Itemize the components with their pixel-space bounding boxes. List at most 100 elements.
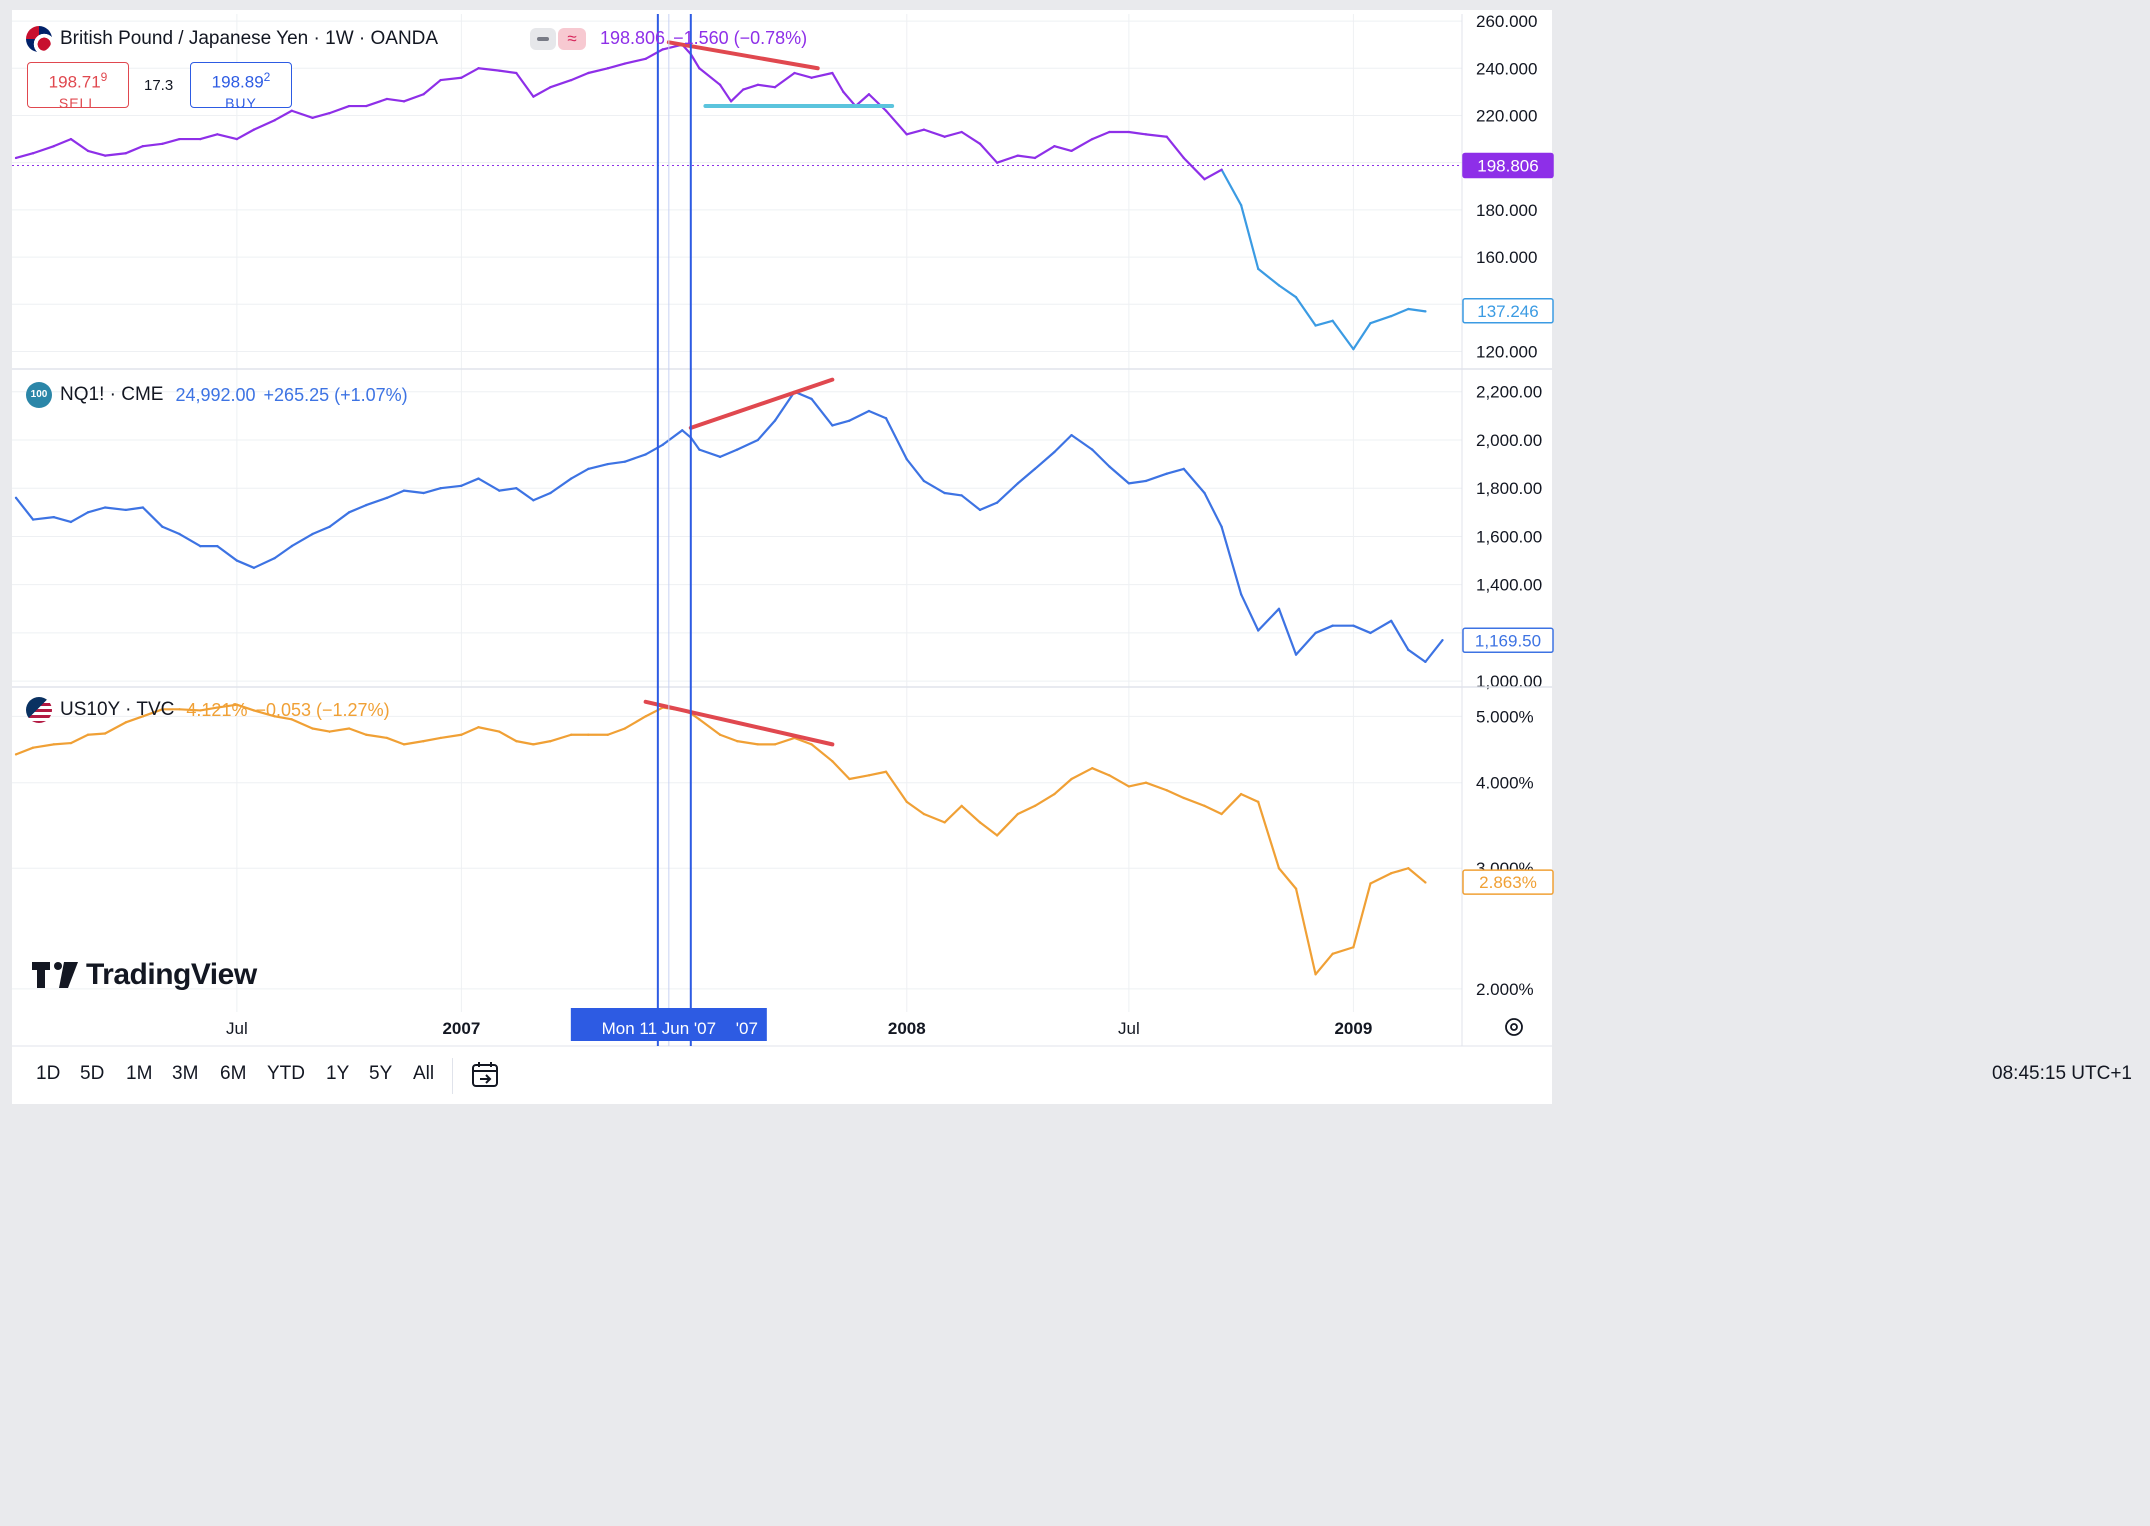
nq-series-segment [515, 487, 535, 502]
nq-series-segment [235, 559, 256, 569]
us10y-series-segment [1407, 867, 1427, 884]
us10y-series-segment [905, 800, 925, 816]
us10y-series-point [1033, 804, 1037, 807]
nq-series-segment [995, 482, 1019, 504]
timeframe-5d[interactable]: 5D [80, 1063, 105, 1084]
us10y-series-segment [1294, 887, 1317, 976]
gbpjpy-series-segment [884, 109, 908, 136]
gbpjpy-series-point [1016, 154, 1019, 157]
nq-series-point [549, 491, 552, 495]
nq-axis-tick-label: 1,000.00 [1476, 672, 1542, 691]
nq-series-segment [69, 511, 90, 524]
gbpjpy-series-segment [86, 149, 107, 157]
gbpjpy-series-segment [1369, 314, 1393, 325]
us10y-series-segment [1331, 946, 1355, 955]
nq-series-segment [161, 525, 181, 536]
nq-series-segment [867, 409, 888, 420]
us10y-series-point [1203, 804, 1206, 807]
clock[interactable]: 08:45:15 UTC+1 [1992, 1063, 2132, 1084]
us10y-series-segment [365, 733, 389, 740]
gbpjpy-series-segment [422, 78, 442, 96]
timeframe-5y[interactable]: 5Y [369, 1063, 393, 1084]
us10y-series-point [1369, 882, 1372, 885]
us10y-series-segment [1070, 767, 1094, 781]
goto-date-calendar-icon[interactable] [470, 1060, 500, 1090]
timeframe-ytd[interactable]: YTD [267, 1063, 305, 1084]
nq-series-segment [52, 516, 73, 524]
nq-series-point [141, 506, 145, 509]
spread-value: 17.3 [144, 77, 174, 94]
us10y-series-segment [422, 736, 442, 743]
gbpjpy-series-point [532, 95, 535, 98]
nq-series-segment [606, 460, 627, 466]
chart-canvas[interactable]: 260.000240.000220.000200.000180.000160.0… [0, 0, 1568, 1114]
gbpjpy-series-point [439, 78, 442, 82]
us10y-series-point [773, 743, 777, 746]
nq-last-tag-text: 1,169.50 [1475, 631, 1541, 650]
gbpjpy-series-point [549, 86, 552, 89]
us10y-series-segment [978, 821, 999, 837]
nq-series-segment [1070, 434, 1094, 451]
us10y-change: −0.053 (−1.27%) [255, 699, 390, 720]
timeframe-all[interactable]: All [413, 1063, 435, 1084]
nq-series-point [978, 508, 982, 512]
nq-series-segment [216, 544, 238, 562]
nq-trendline[interactable] [688, 377, 835, 430]
nq-series-point [995, 501, 999, 504]
flat-toggle-button[interactable] [530, 28, 556, 50]
gbpjpy-series-point [587, 71, 590, 75]
us10y-series-segment [1390, 867, 1410, 875]
nq-series-point [477, 477, 480, 480]
us10y-series-segment [831, 760, 851, 781]
nq-series-point [1182, 467, 1185, 471]
gbpjpy-trendline[interactable] [666, 40, 820, 71]
us10y-series-segment [1016, 804, 1037, 816]
us10y-title[interactable]: US10Y · TVC [60, 699, 175, 720]
toolbar-divider [452, 1058, 453, 1094]
us10y-series-point [570, 733, 573, 736]
nq-series-point [623, 460, 627, 463]
nq-series-point [570, 477, 573, 480]
timeframe-6m[interactable]: 6M [220, 1063, 247, 1084]
us10y-series-point [14, 753, 18, 756]
us10y-series-point [235, 703, 238, 706]
gbpjpy-series-point [1182, 156, 1185, 160]
nq-axis-tick-label: 1,800.00 [1476, 479, 1542, 498]
gbpjpy-price-tag [1462, 152, 1554, 179]
nq-series-segment [831, 419, 851, 427]
timeframe-3m[interactable]: 3M [172, 1063, 199, 1084]
us10y-series-point [718, 733, 722, 736]
nq-series-segment [718, 448, 739, 458]
gbpjpy-series-segment [1127, 130, 1148, 136]
gbpjpy-axis-tick-label: 120.000 [1476, 342, 1537, 361]
us10y-series-point [178, 708, 181, 711]
us10y-trendline[interactable] [643, 699, 835, 747]
buy-price: 198.89 [211, 72, 264, 92]
nq-title[interactable]: NQ1! · CME [60, 384, 164, 405]
gbpjpy-title[interactable]: British Pound / Japanese Yen · 1W · OAND… [60, 28, 439, 49]
us10y-series-point [161, 708, 164, 711]
us10y-series-point [199, 709, 202, 712]
sell-button[interactable]: 198.719 SELL [27, 62, 129, 111]
gbpjpy-series-point [14, 156, 18, 160]
gbpjpy-series-point [273, 119, 276, 122]
approx-icon[interactable]: ≈ [558, 28, 586, 50]
gbpjpy-series-segment [290, 109, 314, 119]
us10y-series-segment [515, 740, 535, 746]
us10y-series-point [943, 821, 946, 824]
gbpjpy-axis-tick-label: 220.000 [1476, 106, 1537, 125]
timeframe-1d[interactable]: 1D [36, 1063, 61, 1084]
gbpjpy-series-segment [515, 71, 535, 98]
tradingview-logo: TradingView [32, 958, 257, 992]
timeframe-1y[interactable]: 1Y [326, 1063, 350, 1084]
us-flag-icon [26, 697, 52, 723]
buy-button[interactable]: 198.892 BUY [190, 62, 292, 111]
us10y-series-segment [141, 708, 164, 718]
gbpjpy-series-point [1033, 156, 1037, 160]
gbpjpy-series-point [943, 135, 946, 138]
chart-settings-icon[interactable] [1505, 1018, 1523, 1036]
nq-series-segment [328, 511, 351, 528]
gbpjpy-series-point [1352, 348, 1355, 351]
timeframe-1m[interactable]: 1M [126, 1063, 153, 1084]
us10y-series-point [31, 746, 35, 749]
